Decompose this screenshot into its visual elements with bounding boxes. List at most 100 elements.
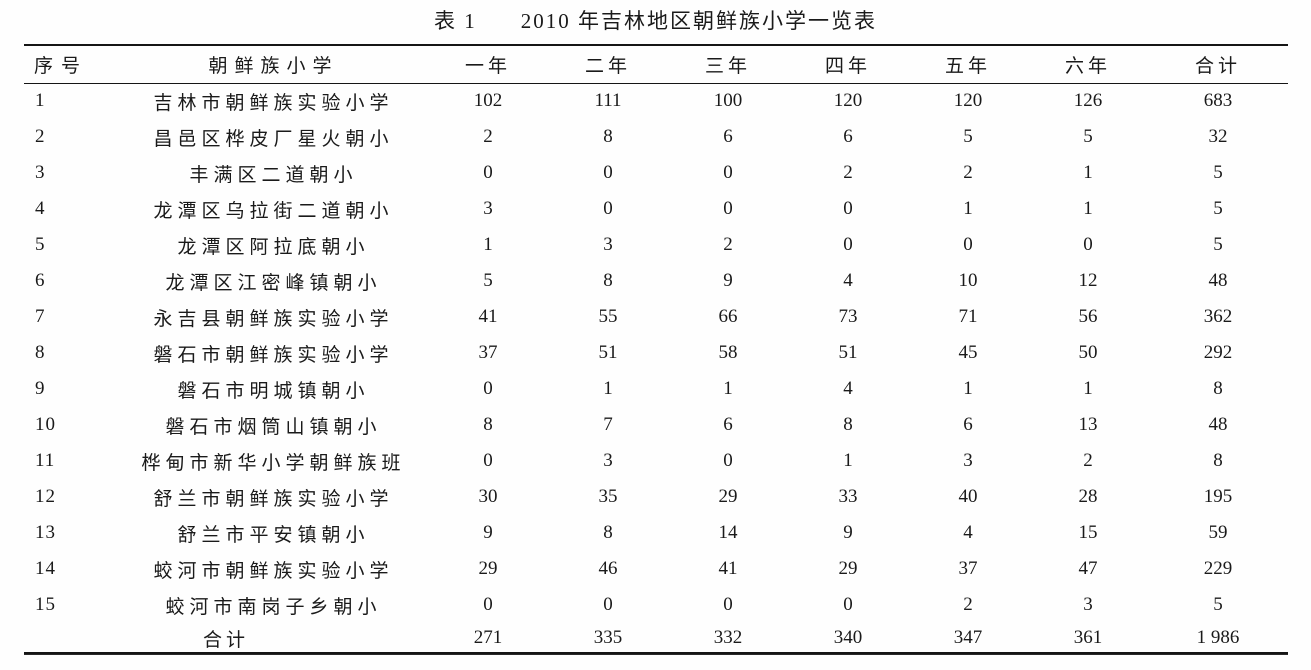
- grade-count-cell: 35: [598, 486, 618, 507]
- table-row: 11 桦甸市新华小学朝鲜族班 0 3 0 1 3 2 8: [24, 443, 1288, 479]
- grade-count-cell: 51: [838, 342, 858, 363]
- table-row: 4 龙潭区乌拉街二道朝小 3 0 0 0 1 1 5: [24, 191, 1288, 227]
- school-table: 序号 朝鲜族小学 一年 二年 三年 四年 五年 六年 合计 1 吉林市朝鲜族实验小学 102 111 1…: [24, 44, 1288, 653]
- grade-count-cell: 8: [483, 414, 493, 435]
- column-header: 六年: [1028, 45, 1148, 84]
- row-total-cell: 48: [1208, 270, 1228, 291]
- column-total-cell: 347: [953, 627, 983, 648]
- grade-count-cell: 50: [1078, 342, 1098, 363]
- grade-count-cell: 7: [603, 414, 613, 435]
- grade-count-cell: 1: [843, 450, 853, 471]
- grade-count-cell: 29: [838, 558, 858, 579]
- grade-count-cell: 120: [953, 90, 983, 112]
- column-header: 一年: [428, 45, 548, 84]
- grade-count-cell: 14: [718, 522, 738, 543]
- grade-count-cell: 33: [838, 486, 858, 507]
- grade-count-cell: 0: [843, 234, 853, 255]
- grade-count-cell: 1: [483, 234, 493, 255]
- grade-count-cell: 0: [723, 162, 733, 183]
- column-header: 三年: [668, 45, 788, 84]
- row-index-cell: 3: [35, 162, 46, 183]
- row-index-cell: 10: [35, 414, 56, 435]
- grade-count-cell: 1: [1083, 198, 1093, 219]
- row-total-cell: 5: [1213, 234, 1223, 255]
- table-row: 14 蛟河市朝鲜族实验小学 29 46 41 29 37 47 229: [24, 551, 1288, 587]
- grade-count-cell: 102: [473, 90, 503, 112]
- grade-count-cell: 8: [603, 126, 613, 147]
- school-name-cell: 永吉县朝鲜族实验小学: [153, 308, 394, 330]
- table-caption: 表 1 2010 年吉林地区朝鲜族小学一览表: [0, 5, 1311, 35]
- row-total-cell: 59: [1208, 522, 1228, 543]
- grade-count-cell: 2: [963, 162, 973, 183]
- row-total-cell: 292: [1203, 342, 1233, 363]
- grade-count-cell: 0: [483, 450, 493, 471]
- school-name-cell: 龙潭区阿拉底朝小: [177, 236, 370, 258]
- grade-count-cell: 71: [958, 306, 978, 327]
- grade-count-cell: 0: [843, 198, 853, 219]
- school-name-cell: 蛟河市南岗子乡朝小: [165, 596, 382, 618]
- grade-count-cell: 10: [958, 270, 978, 291]
- grade-count-cell: 5: [483, 270, 493, 291]
- header-row: 序号 朝鲜族小学 一年 二年 三年 四年 五年 六年 合计: [24, 45, 1288, 84]
- table-row: 2 昌邑区桦皮厂星火朝小 2 8 6 6 5 5 32: [24, 119, 1288, 155]
- row-index-cell: 6: [35, 270, 46, 291]
- row-total-cell: 5: [1213, 198, 1223, 219]
- column-total-cell: 335: [593, 627, 623, 648]
- column-total-cell: 361: [1073, 627, 1103, 648]
- school-name-cell: 磐石市朝鲜族实验小学: [153, 344, 394, 366]
- table-row: 7 永吉县朝鲜族实验小学 41 55 66 73 71 56 362: [24, 299, 1288, 335]
- grade-count-cell: 1: [603, 378, 613, 399]
- grade-count-cell: 2: [483, 126, 493, 147]
- table-footer: 合计 271 335 332 340 347 361 1 986: [24, 623, 1288, 653]
- row-total-cell: 5: [1213, 594, 1223, 615]
- row-total-cell: 362: [1203, 306, 1233, 327]
- grade-count-cell: 56: [1078, 306, 1098, 327]
- column-header: 二年: [548, 45, 668, 84]
- row-total-cell: 195: [1203, 486, 1233, 507]
- grade-count-cell: 3: [603, 450, 613, 471]
- row-index-cell: 1: [35, 90, 46, 112]
- grade-count-cell: 6: [723, 414, 733, 435]
- grade-count-cell: 58: [718, 342, 738, 363]
- grade-count-cell: 46: [598, 558, 618, 579]
- grade-count-cell: 13: [1078, 414, 1098, 435]
- grade-count-cell: 3: [963, 450, 973, 471]
- row-index-cell: 11: [35, 450, 56, 471]
- row-index-cell: 9: [35, 378, 46, 399]
- grade-count-cell: 47: [1078, 558, 1098, 579]
- column-total-cell: 332: [713, 627, 743, 648]
- grade-count-cell: 0: [723, 450, 733, 471]
- table-row: 13 舒兰市平安镇朝小 9 8 14 9 4 15 59: [24, 515, 1288, 551]
- school-name-cell: 磐石市烟筒山镇朝小: [165, 416, 382, 438]
- grade-count-cell: 66: [718, 306, 738, 327]
- row-total-cell: 5: [1213, 162, 1223, 183]
- grade-count-cell: 4: [963, 522, 973, 543]
- row-index-cell: 13: [35, 522, 56, 543]
- grade-count-cell: 28: [1078, 486, 1098, 507]
- column-header: 五年: [908, 45, 1028, 84]
- grade-count-cell: 0: [603, 594, 613, 615]
- grade-count-cell: 41: [718, 558, 738, 579]
- table-row: 1 吉林市朝鲜族实验小学 102 111 100 120 120 126 683: [24, 83, 1288, 119]
- row-index-cell: 7: [35, 306, 46, 327]
- school-name-cell: 昌邑区桦皮厂星火朝小: [153, 128, 394, 150]
- column-header: 朝鲜族小学: [119, 45, 428, 84]
- grade-count-cell: 29: [478, 558, 498, 579]
- row-total-cell: 8: [1213, 378, 1223, 399]
- table-row: 5 龙潭区阿拉底朝小 1 3 2 0 0 0 5: [24, 227, 1288, 263]
- row-total-cell: 229: [1203, 558, 1233, 579]
- grade-count-cell: 12: [1078, 270, 1098, 291]
- grade-count-cell: 8: [843, 414, 853, 435]
- grade-count-cell: 0: [723, 198, 733, 219]
- grade-count-cell: 2: [723, 234, 733, 255]
- grade-count-cell: 9: [843, 522, 853, 543]
- grade-count-cell: 40: [958, 486, 978, 507]
- grade-count-cell: 4: [843, 270, 853, 291]
- row-total-cell: 32: [1208, 126, 1228, 147]
- column-header: 四年: [788, 45, 908, 84]
- table-row: 9 磐石市明城镇朝小 0 1 1 4 1 1 8: [24, 371, 1288, 407]
- grade-count-cell: 55: [598, 306, 618, 327]
- school-name-cell: 吉林市朝鲜族实验小学: [153, 92, 394, 114]
- row-index-cell: 8: [35, 342, 46, 363]
